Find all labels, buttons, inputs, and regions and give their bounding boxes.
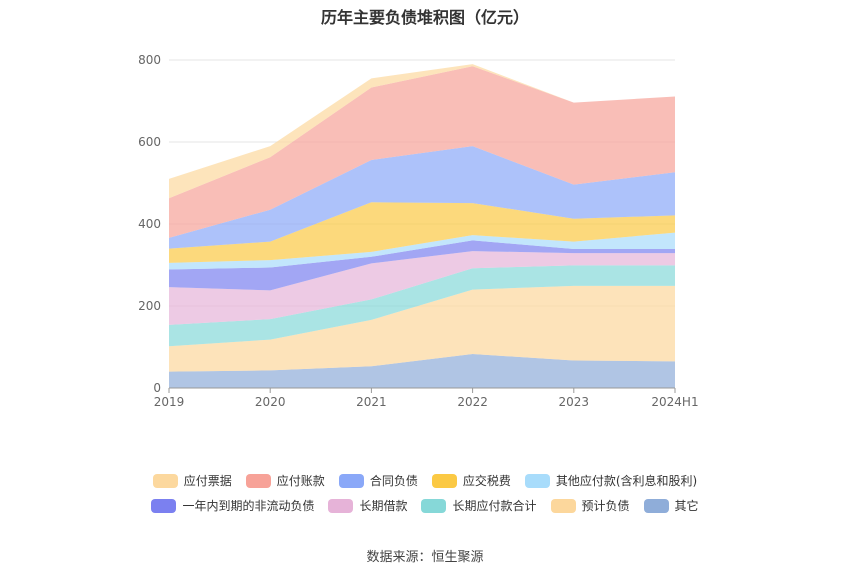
area-series [169,232,675,270]
legend-swatch [338,473,364,488]
legend-label: 应付票据 [183,474,232,488]
data-source-note: 数据来源：恒生聚源 [366,550,484,565]
legend-item[interactable]: 预计负债 [550,497,630,514]
legend-item[interactable]: 应付票据 [152,472,232,489]
x-tick-label: 2021 [356,395,387,409]
legend: 应付票据 应付账款 合同负债 应交税费 其他应付款(含利息和股利) 一年内到期的非流动负… [0,472,850,522]
legend-label: 预计负债 [581,499,630,513]
chart-title: 历年主要负债堆积图（亿元） [320,8,529,27]
legend-swatch [328,498,354,513]
y-tick-label: 0 [153,381,161,395]
legend-row-2: 一年内到期的非流动负债 长期借款 长期应付款合计 预计负债 其它 [0,497,850,514]
area-series [169,285,675,372]
y-tick-label: 600 [138,135,161,149]
y-tick-label: 800 [138,53,161,67]
legend-item[interactable]: 应付账款 [245,472,325,489]
area-series [169,240,675,291]
legend-swatch [152,473,178,488]
x-tick-label: 2024H1 [651,395,698,409]
legend-label: 合同负债 [369,474,418,488]
y-tick-label: 400 [138,217,161,231]
legend-label: 长期借款 [359,499,408,513]
legend-label: 其他应付款(含利息和股利) [555,474,698,488]
legend-item[interactable]: 其他应付款(含利息和股利) [524,472,698,489]
legend-swatch [151,498,177,513]
legend-item[interactable]: 一年内到期的非流动负债 [151,497,314,514]
legend-label: 应交税费 [462,474,511,488]
legend-label: 其它 [674,499,699,513]
legend-swatch [431,473,457,488]
stacked-area-chart: 0 200 400 600 800 2019 2020 2021 2022 2023 2024H1 [138,53,699,409]
x-tick-label: 2023 [559,395,590,409]
legend-swatch [550,498,576,513]
legend-swatch [421,498,447,513]
legend-swatch [643,498,669,513]
area-series [169,66,675,238]
legend-item[interactable]: 长期应付款合计 [421,497,537,514]
area-series [169,354,675,388]
x-tick-label: 2020 [255,395,286,409]
legend-item[interactable]: 长期借款 [328,497,407,514]
area-series [169,202,675,263]
legend-label: 长期应付款合计 [452,499,537,513]
y-tick-label: 200 [138,299,161,313]
legend-swatch [245,473,271,488]
area-series [169,146,675,249]
x-tick-label: 2022 [457,395,488,409]
legend-item[interactable]: 应交税费 [431,472,511,489]
legend-item[interactable]: 其它 [643,497,699,514]
legend-label: 一年内到期的非流动负债 [182,499,315,513]
area-series [169,251,675,325]
legend-item[interactable]: 合同负债 [338,472,418,489]
legend-swatch [524,473,550,488]
legend-row-1: 应付票据 应付账款 合同负债 应交税费 其他应付款(含利息和股利) [0,472,850,489]
x-tick-label: 2019 [154,395,185,409]
area-series [169,265,675,347]
legend-label: 应付账款 [276,474,325,488]
